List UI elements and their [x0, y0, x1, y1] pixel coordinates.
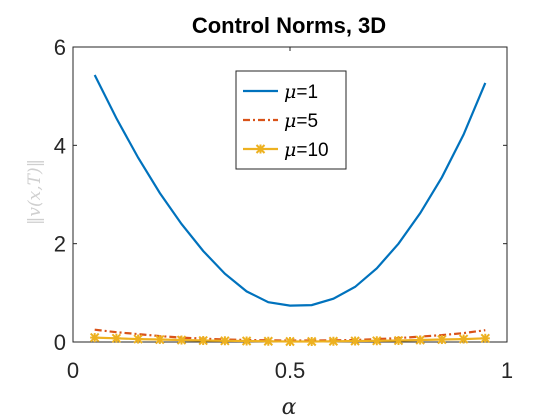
- series-3-marker: [263, 336, 274, 346]
- series-3-marker: [393, 335, 404, 346]
- y-axis-ticks: 0 2 4 6: [54, 35, 507, 355]
- series-3-marker: [350, 336, 360, 346]
- series-line-1: [93, 74, 487, 307]
- legend-label: μ=1: [284, 81, 318, 103]
- x-tick-label: 0.5: [275, 358, 306, 383]
- y-tick-label: 6: [54, 35, 66, 60]
- series-3-marker: [458, 334, 469, 344]
- legend-label: μ=10: [284, 139, 329, 161]
- x-tick-label: 1: [501, 358, 513, 383]
- legend-label: μ=5: [284, 110, 318, 132]
- series-3-marker: [155, 334, 165, 345]
- series-3-marker: [198, 335, 208, 346]
- legend-entry-2: μ=5: [243, 110, 318, 132]
- y-axis-label: ‖v(x,T)‖: [25, 159, 45, 225]
- series-3-marker: [306, 336, 317, 347]
- series-3-marker: [285, 336, 295, 347]
- series-3-marker: [480, 333, 491, 344]
- legend: μ=1 μ=5 μ=10: [235, 70, 347, 170]
- legend-entry-1: μ=1: [243, 81, 318, 103]
- series-layer: [89, 74, 491, 347]
- series-3-marker: [133, 334, 143, 344]
- series-3-marker: [437, 334, 447, 345]
- legend-items: μ=1 μ=5 μ=10: [243, 81, 329, 161]
- series-3-marker: [372, 336, 382, 346]
- series-3-marker: [220, 336, 230, 346]
- series-3-marker: [415, 335, 425, 345]
- y-tick-label: 2: [54, 232, 66, 257]
- series-3-marker: [89, 332, 100, 343]
- y-tick-label: 4: [54, 133, 66, 158]
- series-3-marker: [111, 333, 122, 344]
- legend-entry-3: μ=10: [243, 139, 329, 161]
- chart-title: Control Norms, 3D: [192, 13, 386, 38]
- y-tick-label: 0: [54, 330, 66, 355]
- x-axis-label: α: [282, 395, 297, 420]
- x-axis-ticks: 0 0.5 1: [67, 47, 513, 383]
- x-tick-label: 0: [67, 358, 79, 383]
- series-3-marker: [176, 335, 187, 345]
- series-3-marker: [241, 336, 252, 346]
- series-3-marker: [328, 336, 339, 346]
